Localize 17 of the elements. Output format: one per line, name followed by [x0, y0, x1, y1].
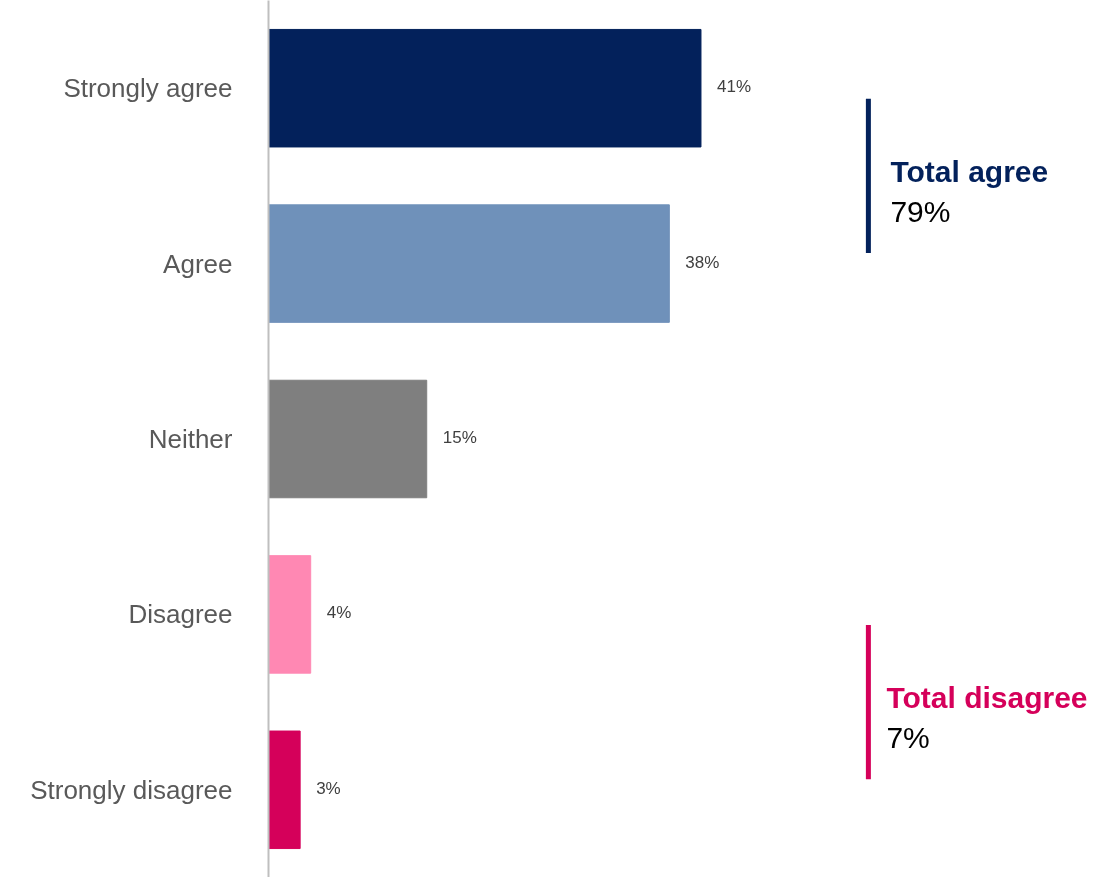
y-tick-label: Neither: [148, 424, 233, 454]
y-tick-label: Disagree: [128, 599, 233, 630]
y-tick-label: Strongly agree: [63, 73, 233, 104]
data-label: 3%: [316, 778, 341, 798]
bar: [268, 555, 312, 674]
data-label: 38%: [685, 252, 720, 272]
data-label: 41%: [716, 77, 752, 97]
data-label: 15%: [442, 428, 477, 447]
text: Total disagree 7%: [886, 681, 1088, 755]
bar: [268, 379, 428, 499]
bar: [268, 730, 301, 850]
bar: [268, 28, 702, 148]
data-label: 4%: [326, 603, 352, 623]
y-tick-label: Strongly disagree: [30, 774, 233, 805]
text: Total agree 79%: [890, 154, 1049, 228]
y-tick-label: Agree: [163, 248, 233, 279]
bar: [268, 204, 670, 323]
